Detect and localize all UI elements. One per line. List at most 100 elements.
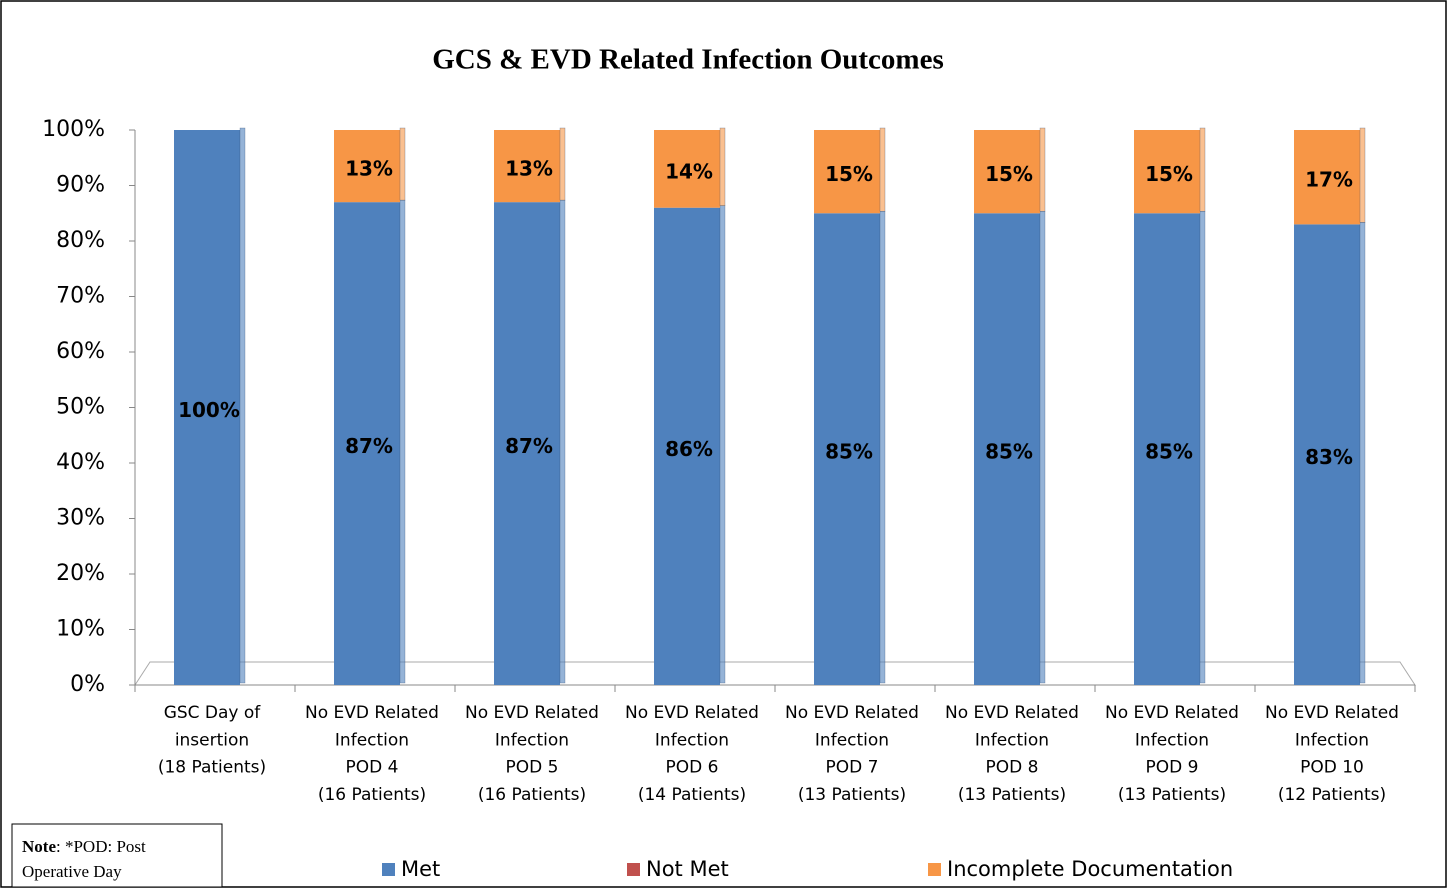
x-tick-label: (13 Patients) [798, 785, 906, 805]
bar-segment [174, 130, 240, 685]
y-tick-label: 40% [56, 450, 105, 475]
bar-side [1359, 127, 1366, 223]
bar-side [1199, 211, 1206, 684]
x-tick-label: (14 Patients) [638, 785, 746, 805]
x-tick-label: POD 4 [346, 758, 399, 778]
x-tick-label: Infection [1135, 730, 1209, 750]
y-tick-label: 70% [56, 284, 105, 309]
chart-title: GCS & EVD Related Infection Outcomes [432, 44, 943, 76]
bar-side [1039, 127, 1046, 212]
bar-segment [334, 130, 400, 203]
data-label: 87% [345, 434, 393, 458]
y-tick-label: 50% [56, 395, 105, 420]
x-tick-label: No EVD Related [945, 703, 1079, 723]
y-tick-label: 30% [56, 506, 105, 531]
x-tick-label: No EVD Related [625, 703, 759, 723]
x-tick-label: (16 Patients) [318, 785, 426, 805]
x-tick-label: POD 10 [1300, 758, 1364, 778]
data-label: 85% [825, 440, 873, 464]
bar-segment [1294, 224, 1360, 685]
x-tick-label: No EVD Related [1265, 703, 1399, 723]
bar-segment [654, 207, 720, 685]
bar-segment [494, 202, 560, 685]
bar-side [719, 127, 726, 206]
data-label: 13% [345, 157, 393, 181]
y-tick-label: 60% [56, 339, 105, 364]
bar-side [1039, 211, 1046, 684]
x-tick-label: Infection [495, 730, 569, 750]
data-label: 15% [985, 162, 1033, 186]
x-tick-label: (18 Patients) [158, 758, 266, 778]
x-tick-label: Infection [815, 730, 889, 750]
x-tick-label: No EVD Related [305, 703, 439, 723]
bar-segment [494, 130, 560, 203]
legend-label: Not Met [646, 857, 729, 881]
bar-segment [974, 130, 1040, 214]
data-label: 13% [505, 157, 553, 181]
bar-segment [1134, 213, 1200, 685]
data-label: 17% [1305, 168, 1353, 192]
bar-side [559, 199, 566, 684]
data-label: 86% [665, 437, 713, 461]
x-tick-label: Infection [655, 730, 729, 750]
data-label: 83% [1305, 445, 1353, 469]
note-text: : *POD: Post [56, 837, 146, 856]
bar-side [239, 127, 246, 684]
bar-segment [814, 130, 880, 214]
note-text-line2: Operative Day [22, 862, 122, 881]
data-label: 100% [178, 398, 240, 422]
bar-side [879, 211, 886, 684]
bar-side [399, 127, 406, 201]
x-tick-label: Infection [1295, 730, 1369, 750]
note-box [11, 823, 223, 888]
bar-side [399, 199, 406, 684]
y-tick-label: 0% [70, 672, 105, 697]
x-tick-label: No EVD Related [465, 703, 599, 723]
note: Note: *POD: Post [22, 837, 146, 856]
bar-segment [974, 213, 1040, 685]
legend-swatch [627, 863, 640, 876]
y-tick-label: 100% [42, 117, 105, 142]
x-tick-label: (13 Patients) [958, 785, 1066, 805]
data-label: 85% [985, 440, 1033, 464]
y-tick-label: 20% [56, 561, 105, 586]
bar-segment [1134, 130, 1200, 214]
x-tick-label: POD 6 [666, 758, 719, 778]
x-tick-label: POD 8 [986, 758, 1039, 778]
data-label: 15% [825, 162, 873, 186]
data-label: 85% [1145, 440, 1193, 464]
y-tick-label: 80% [56, 228, 105, 253]
y-tick-label: 90% [56, 173, 105, 198]
x-tick-label: POD 7 [826, 758, 879, 778]
x-tick-label: (13 Patients) [1118, 785, 1226, 805]
bar-segment [814, 213, 880, 685]
bar-side [879, 127, 886, 212]
x-tick-label: (12 Patients) [1278, 785, 1386, 805]
data-label: 87% [505, 434, 553, 458]
x-tick-label: No EVD Related [785, 703, 919, 723]
legend-label: Met [401, 857, 440, 881]
bar-segment [654, 130, 720, 208]
x-tick-label: POD 5 [506, 758, 559, 778]
x-tick-label: POD 9 [1146, 758, 1199, 778]
y-tick-label: 10% [56, 617, 105, 642]
x-tick-label: Infection [335, 730, 409, 750]
bar-segment [1294, 130, 1360, 225]
legend-swatch [928, 863, 941, 876]
data-label: 15% [1145, 162, 1193, 186]
bar-side [1199, 127, 1206, 212]
bar-segment [334, 202, 400, 685]
legend-label: Incomplete Documentation [947, 857, 1233, 881]
x-tick-label: No EVD Related [1105, 703, 1239, 723]
x-tick-label: insertion [175, 730, 249, 750]
x-tick-label: (16 Patients) [478, 785, 586, 805]
legend-swatch [382, 863, 395, 876]
data-label: 14% [665, 159, 713, 183]
bar-side [559, 127, 566, 201]
bar-side [1359, 222, 1366, 684]
x-tick-label: Infection [975, 730, 1049, 750]
note-label: Note [22, 837, 56, 856]
bar-side [719, 205, 726, 684]
x-tick-label: GSC Day of [164, 703, 262, 723]
